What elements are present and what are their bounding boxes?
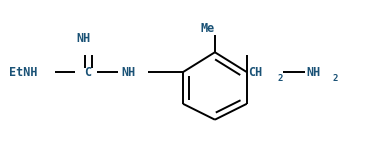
Text: NH: NH [121,66,135,79]
Text: CH: CH [248,66,262,79]
Text: NH: NH [307,66,321,79]
Text: C: C [84,66,91,79]
Text: 2: 2 [278,74,283,82]
Text: Me: Me [201,22,215,35]
Text: 2: 2 [332,74,338,82]
Text: NH: NH [76,32,91,45]
Text: EtNH: EtNH [9,66,37,79]
